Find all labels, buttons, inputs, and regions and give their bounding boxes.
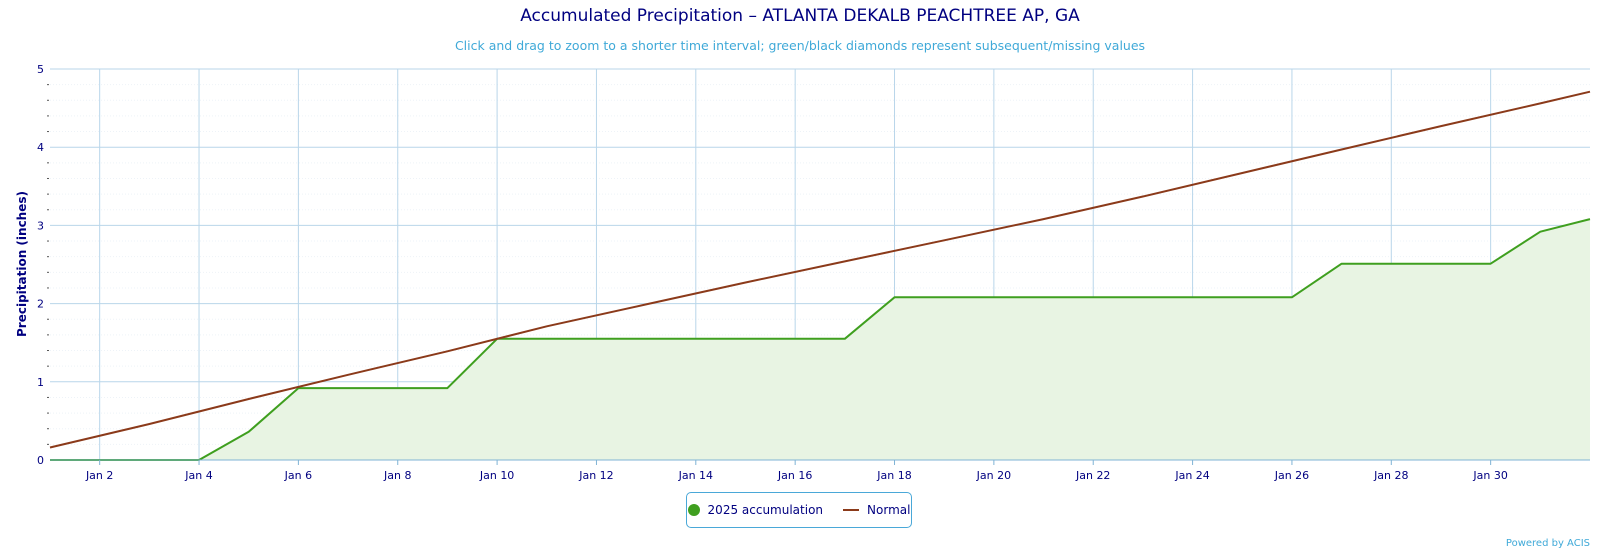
legend-dot-icon — [687, 504, 700, 516]
x-tick-label: Jan 2 — [85, 469, 113, 482]
y-axis-label: Precipitation (inches) — [15, 191, 29, 337]
chart-title: Accumulated Precipitation – ATLANTA DEKA… — [520, 6, 1080, 26]
x-tick-label: Jan 8 — [383, 469, 411, 482]
x-tick-label: Jan 24 — [1174, 469, 1209, 482]
legend-label-2025: 2025 accumulation — [707, 503, 824, 517]
x-tick-label: Jan 12 — [578, 469, 613, 482]
y-tick-label: 4 — [37, 141, 44, 154]
chart-subtitle: Click and drag to zoom to a shorter time… — [454, 38, 1146, 53]
series-line-0 — [50, 218, 1591, 461]
x-tick-label: Jan 16 — [777, 469, 812, 482]
x-tick-label: Jan 26 — [1274, 469, 1309, 482]
x-tick-label: Jan 6 — [284, 469, 312, 482]
legend-item-2025[interactable]: 2025 accumulation — [687, 503, 824, 517]
y-tick-label: 1 — [37, 376, 44, 389]
y-tick-label: 0 — [37, 454, 44, 467]
y-tick-label: 2 — [37, 298, 44, 311]
x-tick-label: Jan 22 — [1075, 469, 1110, 482]
legend-line-icon — [843, 509, 860, 511]
legend-item-normal[interactable]: Normal — [843, 503, 910, 517]
x-tick-label: Jan 18 — [876, 469, 911, 482]
y-tick-label: 3 — [37, 219, 44, 232]
x-tick-label: Jan 4 — [184, 469, 212, 482]
x-tick-label: Jan 30 — [1472, 469, 1507, 482]
credit-link[interactable]: Powered by ACIS — [1505, 538, 1590, 549]
series-line-1 — [49, 90, 1591, 449]
x-tick-label: Jan 10 — [479, 469, 514, 482]
x-tick-label: Jan 20 — [976, 469, 1011, 482]
chart-legend: 2025 accumulation Normal — [686, 492, 912, 528]
x-tick-label: Jan 14 — [678, 469, 713, 482]
y-tick-label: 5 — [37, 63, 44, 76]
x-tick-label: Jan 28 — [1373, 469, 1408, 482]
legend-label-normal: Normal — [867, 503, 911, 517]
